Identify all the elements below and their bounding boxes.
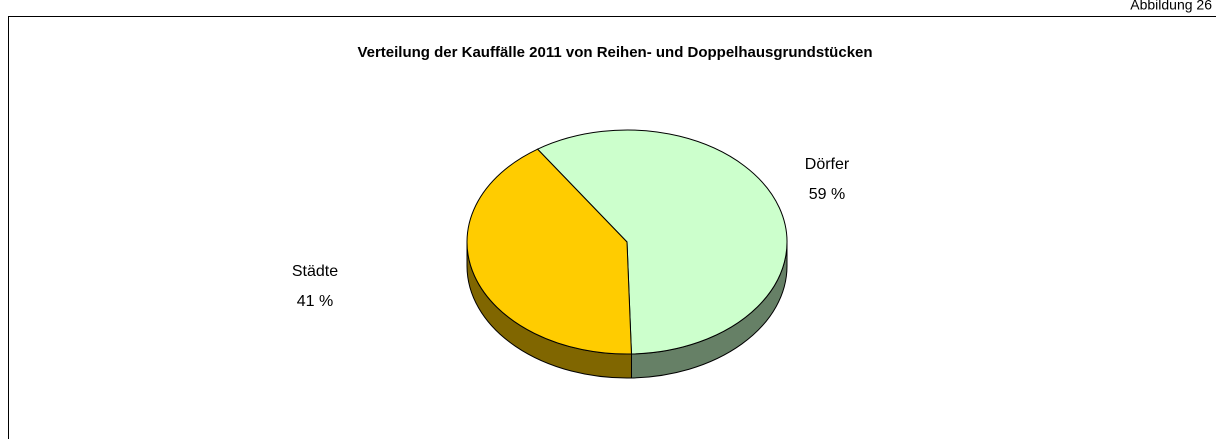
chart-title: Verteilung der Kauffälle 2011 von Reihen… <box>357 44 872 61</box>
slice <box>466 148 632 355</box>
slice-label: Städte <box>292 263 338 280</box>
figure-label: Abbildung 26 <box>1130 0 1212 13</box>
slice <box>536 129 788 355</box>
value-label: 41 % <box>297 293 333 310</box>
value-label: 59 % <box>809 186 845 203</box>
slice-label: Dörfer <box>805 156 850 173</box>
